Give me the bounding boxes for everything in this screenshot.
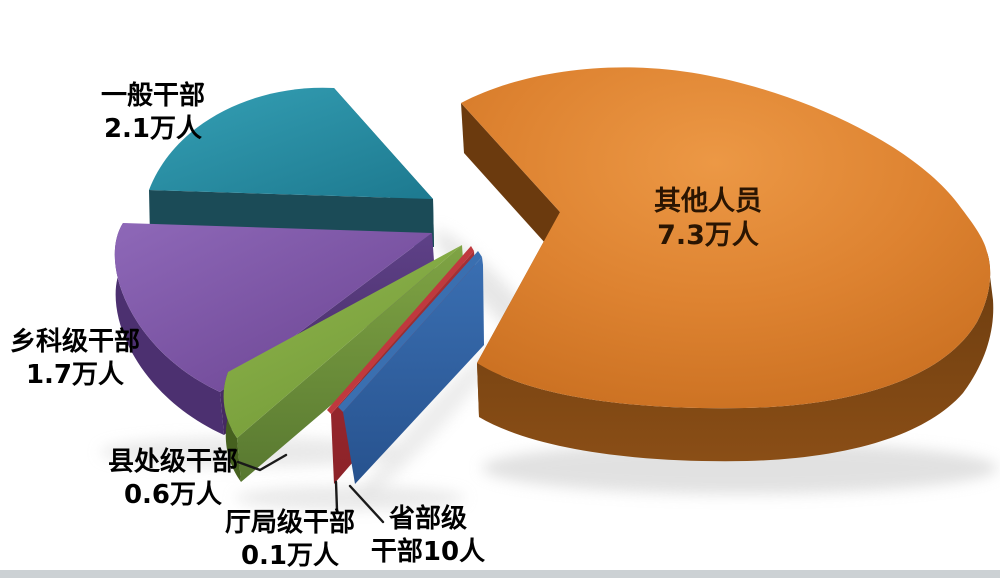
pie-slice-qita-renyuan xyxy=(461,67,994,462)
pie-slice-shengbuji-ganbu xyxy=(338,251,484,484)
pie-slice-xianchuji-ganbu xyxy=(223,245,465,482)
pie-slice-top xyxy=(114,223,432,392)
shadow-ellipse xyxy=(235,486,465,510)
slice-label-xianchuji-ganbu: 县处级干部 0.6万人 xyxy=(108,446,238,512)
slice-label-yiban-ganbu: 一般干部 2.1万人 xyxy=(101,80,205,146)
pie-slice-side xyxy=(477,252,994,462)
slice-label-value: 干部10人 xyxy=(370,537,486,567)
leader-line-tingjuji xyxy=(334,480,339,512)
slice-label-value: 2.1万人 xyxy=(103,114,203,144)
pie-slice-top xyxy=(149,87,433,199)
pie-slice-side xyxy=(114,223,224,435)
pie-slice-top xyxy=(327,246,474,414)
slice-label-value: 7.3万人 xyxy=(657,220,759,251)
slice-label-tingjuji-ganbu: 厅局级干部 0.1万人 xyxy=(225,507,355,573)
slice-label-value: 0.6万人 xyxy=(123,480,223,510)
slice-label-shengbuji-ganbu: 省部级 干部10人 xyxy=(371,503,485,569)
slice-label-name: 乡科级干部 xyxy=(9,327,141,357)
slice-label-name: 厅局级干部 xyxy=(224,508,356,538)
shadow-ellipse xyxy=(361,341,503,499)
pie-slice-top xyxy=(461,67,991,409)
slice-label-name: 省部级 xyxy=(388,504,467,534)
pie-slice-top xyxy=(338,251,482,412)
shadow-ellipse xyxy=(482,442,998,494)
pie-slice-side xyxy=(237,245,465,482)
pie-slice-side xyxy=(343,257,484,484)
pie-slice-side xyxy=(461,103,564,264)
slice-label-value: 0.1万人 xyxy=(240,541,340,571)
slice-label-name: 其他人员 xyxy=(654,186,762,217)
pie-slice-top xyxy=(223,245,462,438)
leader-line-xianchuji xyxy=(236,453,288,472)
slice-label-value: 1.7万人 xyxy=(25,360,125,390)
slice-label-name: 一般干部 xyxy=(100,81,206,111)
slice-label-name: 县处级干部 xyxy=(107,447,239,477)
slice-label-xiangkeji-ganbu: 乡科级干部 1.7万人 xyxy=(10,326,140,392)
leader-line-shengbuji xyxy=(348,484,385,524)
slice-label-qita-renyuan: 其他人员 7.3万人 xyxy=(654,185,762,253)
figure-bottom-border xyxy=(0,570,1000,578)
